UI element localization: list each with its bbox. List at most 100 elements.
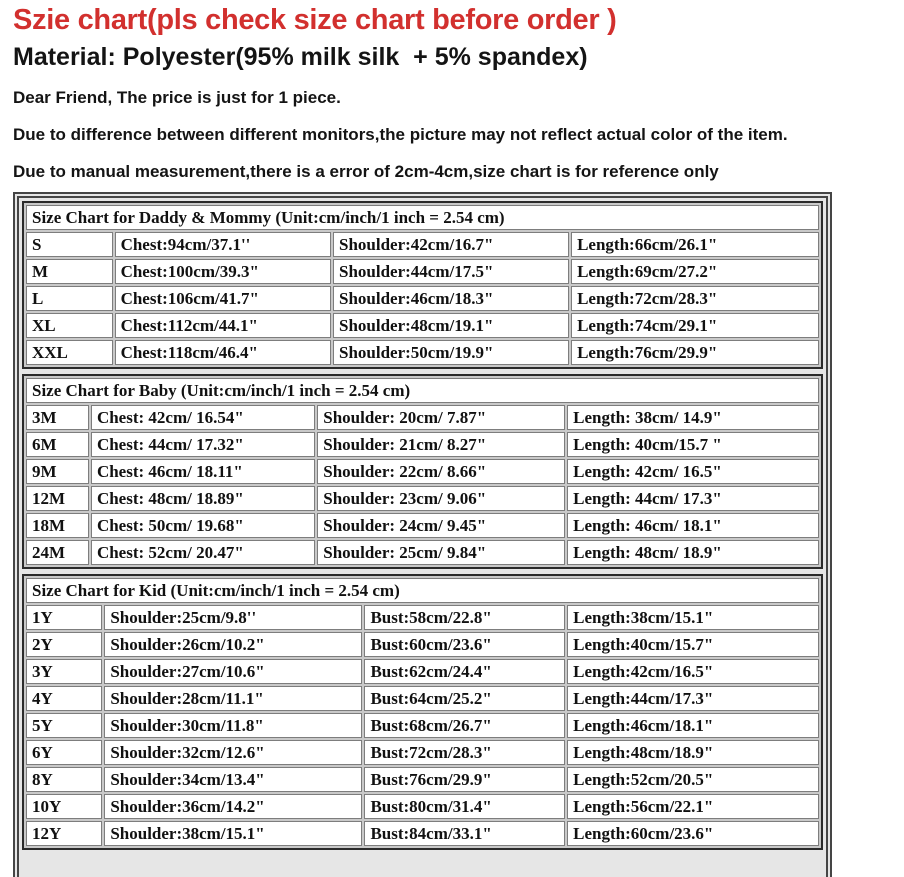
measurement-cell: Length:40cm/15.7" xyxy=(567,632,819,658)
measurement-cell: Length:74cm/29.1" xyxy=(571,313,819,339)
measurement-cell: Length:46cm/18.1" xyxy=(567,713,819,739)
table-row: 1Y Shoulder:25cm/9.8'' Bust:58cm/22.8" Leng… xyxy=(26,605,819,631)
measurement-cell: Shoulder:42cm/16.7" xyxy=(332,232,570,258)
measurement-cell: Shoulder:27cm/10.6" xyxy=(104,659,363,685)
note-price: Dear Friend, The price is just for 1 pie… xyxy=(13,88,341,108)
page-title: Szie chart(pls check size chart before o… xyxy=(13,4,617,36)
size-label-cell: 2Y xyxy=(26,632,103,658)
table-row: 2Y Shoulder:26cm/10.2" Bust:60cm/23.6" Leng… xyxy=(26,632,819,658)
measurement-cell: Length: 40cm/15.7 " xyxy=(567,432,819,458)
measurement-cell: Shoulder:26cm/10.2" xyxy=(104,632,363,658)
size-label-cell: S xyxy=(26,232,113,258)
measurement-cell: Length:48cm/18.9" xyxy=(567,740,819,766)
table-caption: Size Chart for Daddy & Mommy (Unit:cm/in… xyxy=(26,205,819,231)
size-label-cell: 24M xyxy=(26,540,89,566)
measurement-cell: Bust:76cm/29.9" xyxy=(364,767,566,793)
table-row: XL Chest:112cm/44.1" Shoulder:48cm/19.1" Le… xyxy=(26,313,819,339)
measurement-cell: Chest: 52cm/ 20.47" xyxy=(90,540,316,566)
measurement-cell: Shoulder:38cm/15.1" xyxy=(104,821,363,847)
measurement-cell: Chest: 44cm/ 17.32" xyxy=(90,432,316,458)
size-label-cell: 18M xyxy=(26,513,89,539)
measurement-cell: Shoulder:32cm/12.6" xyxy=(104,740,363,766)
table-row: 9M Chest: 46cm/ 18.11" Shoulder: 22cm/ 8.6… xyxy=(26,459,819,485)
size-label-cell: 5Y xyxy=(26,713,103,739)
size-label-cell: 4Y xyxy=(26,686,103,712)
measurement-cell: Chest: 48cm/ 18.89" xyxy=(90,486,316,512)
size-table-baby: Size Chart for Baby (Unit:cm/inch/1 inch… xyxy=(22,374,823,570)
table-row: 3M Chest: 42cm/ 16.54" Shoulder: 20cm/ 7.8… xyxy=(26,405,819,431)
measurement-cell: Length:38cm/15.1" xyxy=(567,605,819,631)
measurement-cell: Chest: 50cm/ 19.68" xyxy=(90,513,316,539)
measurement-cell: Shoulder:36cm/14.2" xyxy=(104,794,363,820)
measurement-cell: Length:76cm/29.9" xyxy=(571,340,819,366)
measurement-cell: Chest:100cm/39.3" xyxy=(114,259,331,285)
measurement-cell: Length:72cm/28.3" xyxy=(571,286,819,312)
table-row: 12Y Shoulder:38cm/15.1" Bust:84cm/33.1" Len… xyxy=(26,821,819,847)
size-label-cell: XXL xyxy=(26,340,113,366)
measurement-cell: Shoulder: 21cm/ 8.27" xyxy=(317,432,566,458)
note-measurement-error: Due to manual measurement,there is a err… xyxy=(13,162,719,182)
table-row: L Chest:106cm/41.7" Shoulder:46cm/18.3" Len… xyxy=(26,286,819,312)
size-label-cell: 12M xyxy=(26,486,89,512)
table-row: 6M Chest: 44cm/ 17.32" Shoulder: 21cm/ 8.2… xyxy=(26,432,819,458)
table-row: 10Y Shoulder:36cm/14.2" Bust:80cm/31.4" Len… xyxy=(26,794,819,820)
size-label-cell: 6M xyxy=(26,432,89,458)
measurement-cell: Shoulder:25cm/9.8'' xyxy=(104,605,363,631)
size-label-cell: M xyxy=(26,259,113,285)
measurement-cell: Length:66cm/26.1" xyxy=(571,232,819,258)
size-label-cell: 8Y xyxy=(26,767,103,793)
size-label-cell: 6Y xyxy=(26,740,103,766)
measurement-cell: Bust:60cm/23.6" xyxy=(364,632,566,658)
measurement-cell: Length:56cm/22.1" xyxy=(567,794,819,820)
material-line: Material: Polyester(95% milk silk + 5% s… xyxy=(13,42,588,71)
measurement-cell: Length:60cm/23.6" xyxy=(567,821,819,847)
measurement-cell: Length: 48cm/ 18.9" xyxy=(567,540,819,566)
measurement-cell: Shoulder:48cm/19.1" xyxy=(332,313,570,339)
measurement-cell: Bust:84cm/33.1" xyxy=(364,821,566,847)
measurement-cell: Length:42cm/16.5" xyxy=(567,659,819,685)
measurement-cell: Length: 44cm/ 17.3" xyxy=(567,486,819,512)
measurement-cell: Bust:72cm/28.3" xyxy=(364,740,566,766)
measurement-cell: Length:44cm/17.3" xyxy=(567,686,819,712)
table-row: 5Y Shoulder:30cm/11.8" Bust:68cm/26.7" Leng… xyxy=(26,713,819,739)
measurement-cell: Shoulder: 23cm/ 9.06" xyxy=(317,486,566,512)
size-label-cell: 3Y xyxy=(26,659,103,685)
size-label-cell: 3M xyxy=(26,405,89,431)
table-row: M Chest:100cm/39.3" Shoulder:44cm/17.5" Len… xyxy=(26,259,819,285)
size-label-cell: XL xyxy=(26,313,113,339)
measurement-cell: Bust:80cm/31.4" xyxy=(364,794,566,820)
size-table-daddy-mommy: Size Chart for Daddy & Mommy (Unit:cm/in… xyxy=(22,201,823,370)
measurement-cell: Chest: 42cm/ 16.54" xyxy=(90,405,316,431)
table-row: 6Y Shoulder:32cm/12.6" Bust:72cm/28.3" Leng… xyxy=(26,740,819,766)
measurement-cell: Chest: 46cm/ 18.11" xyxy=(90,459,316,485)
table-row: XXL Chest:118cm/46.4" Shoulder:50cm/19.9" L… xyxy=(26,340,819,366)
measurement-cell: Shoulder:50cm/19.9" xyxy=(332,340,570,366)
size-label-cell: 12Y xyxy=(26,821,103,847)
table-row: 4Y Shoulder:28cm/11.1" Bust:64cm/25.2" Leng… xyxy=(26,686,819,712)
measurement-cell: Shoulder:34cm/13.4" xyxy=(104,767,363,793)
table-row: 12M Chest: 48cm/ 18.89" Shoulder: 23cm/ 9.… xyxy=(26,486,819,512)
measurement-cell: Shoulder: 25cm/ 9.84" xyxy=(317,540,566,566)
size-label-cell: 9M xyxy=(26,459,89,485)
measurement-cell: Chest:112cm/44.1" xyxy=(114,313,331,339)
measurement-cell: Shoulder:44cm/17.5" xyxy=(332,259,570,285)
table-row: 24M Chest: 52cm/ 20.47" Shoulder: 25cm/ 9.… xyxy=(26,540,819,566)
size-label-cell: L xyxy=(26,286,113,312)
table-caption-row: Size Chart for Daddy & Mommy (Unit:cm/in… xyxy=(26,205,819,231)
measurement-cell: Shoulder: 24cm/ 9.45" xyxy=(317,513,566,539)
measurement-cell: Bust:68cm/26.7" xyxy=(364,713,566,739)
table-row: 18M Chest: 50cm/ 19.68" Shoulder: 24cm/ 9.… xyxy=(26,513,819,539)
size-chart-wrapper: Size Chart for Daddy & Mommy (Unit:cm/in… xyxy=(13,192,832,877)
table-row: S Chest:94cm/37.1'' Shoulder:42cm/16.7" Len… xyxy=(26,232,819,258)
table-caption: Size Chart for Kid (Unit:cm/inch/1 inch … xyxy=(26,578,819,604)
size-label-cell: 1Y xyxy=(26,605,103,631)
measurement-cell: Chest:106cm/41.7" xyxy=(114,286,331,312)
measurement-cell: Shoulder:28cm/11.1" xyxy=(104,686,363,712)
measurement-cell: Length: 46cm/ 18.1" xyxy=(567,513,819,539)
table-row: 3Y Shoulder:27cm/10.6" Bust:62cm/24.4" Leng… xyxy=(26,659,819,685)
table-row: 8Y Shoulder:34cm/13.4" Bust:76cm/29.9" Leng… xyxy=(26,767,819,793)
size-table-kid: Size Chart for Kid (Unit:cm/inch/1 inch … xyxy=(22,574,823,851)
measurement-cell: Shoulder:46cm/18.3" xyxy=(332,286,570,312)
measurement-cell: Bust:62cm/24.4" xyxy=(364,659,566,685)
